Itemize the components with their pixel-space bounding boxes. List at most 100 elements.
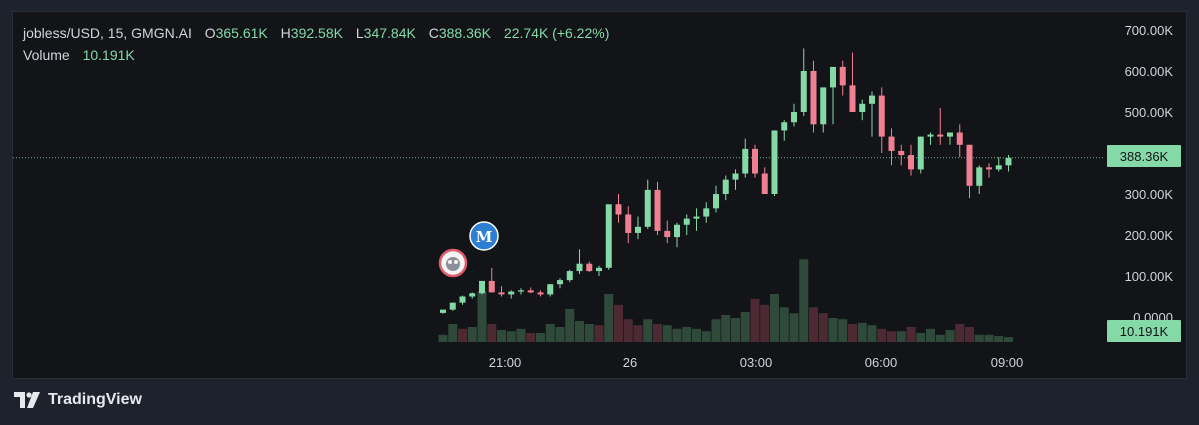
candle[interactable] [732,169,739,190]
close-value: 388.36K [438,25,492,41]
candle[interactable] [654,181,661,235]
candle[interactable] [518,288,524,295]
candle-body [644,189,651,227]
candle[interactable] [605,204,612,270]
volume-bar [487,324,497,342]
candle[interactable] [469,292,476,299]
candle[interactable] [722,175,729,201]
candle[interactable] [596,265,602,276]
candle-body [449,302,456,310]
volume-bar [731,318,740,342]
candle[interactable] [810,60,817,133]
candle[interactable] [966,144,973,199]
candle[interactable] [937,107,944,145]
candle[interactable] [644,179,651,229]
candle-body [849,85,856,112]
m-marker[interactable]: M [469,221,499,251]
tradingview-logo[interactable]: TradingView [14,391,142,409]
token-marker[interactable] [438,248,468,278]
candle[interactable] [927,132,934,145]
candle[interactable] [908,144,914,176]
candle[interactable] [869,91,875,137]
candle[interactable] [898,144,905,166]
candle[interactable] [586,261,593,272]
volume-bar [760,304,770,342]
candle[interactable] [839,60,846,96]
candle[interactable] [635,216,641,240]
candle-body [664,230,671,238]
candle[interactable] [830,66,836,125]
candle[interactable] [625,206,632,244]
symbol-label[interactable]: jobless/USD, 15, GMGN.AI [23,25,192,41]
volume-bar [828,318,838,342]
chart-frame[interactable] [12,11,1187,379]
candle-body [440,309,446,313]
volume-bar [497,330,506,342]
price-axis[interactable]: 700.00K600.00K500.00K400.00K300.00K200.0… [1125,23,1174,325]
candle[interactable] [615,194,622,223]
time-tick-label: 09:00 [991,355,1024,370]
candle[interactable] [888,128,895,166]
candle[interactable] [781,120,788,141]
candle[interactable] [566,269,573,283]
candle[interactable] [859,99,866,121]
candle[interactable] [479,280,485,295]
candle-body [469,293,476,297]
volume-bar [536,333,545,342]
candle[interactable] [771,130,778,197]
candle[interactable] [947,132,953,145]
candle[interactable] [800,48,807,117]
candle[interactable] [498,286,505,297]
token-avatar-icon [446,257,460,271]
volume-bar [458,328,467,342]
candle[interactable] [440,309,446,314]
volume-bar [721,315,731,342]
candle[interactable] [791,103,797,127]
volume-bar [857,322,867,342]
change-value: 22.74K (+6.22%) [503,25,610,41]
candle[interactable] [664,220,671,244]
candle-body [732,173,739,180]
candle[interactable] [713,185,719,213]
candle[interactable] [703,202,710,223]
candle[interactable] [527,287,534,294]
candle[interactable] [986,163,992,178]
candle[interactable] [917,136,924,174]
candle-body [839,66,846,86]
candle[interactable] [488,267,495,293]
tradingview-icon [14,392,40,408]
volume-bar [965,327,974,342]
candle-body [605,204,612,268]
candle[interactable] [849,52,856,112]
candle-body [498,292,505,295]
candle[interactable] [995,157,1002,172]
candle[interactable] [674,222,680,248]
candle[interactable] [820,87,827,133]
candle[interactable] [956,124,963,158]
candle[interactable] [449,302,456,311]
candle[interactable] [459,295,466,305]
volume-bar [838,319,848,342]
candle[interactable] [508,290,515,299]
candle-body [674,224,680,238]
candle[interactable] [761,167,768,194]
candle[interactable] [1005,155,1012,172]
time-axis[interactable]: 21:00 26 03:00 06:00 09:00 [489,355,1024,370]
candle[interactable] [547,284,554,297]
volume-bar [867,325,877,342]
candle[interactable] [683,214,690,236]
volume-bar [799,259,809,342]
candle[interactable] [576,249,583,274]
candle[interactable] [557,278,563,289]
volume-bar [545,324,555,342]
candle-body [654,189,661,231]
candle[interactable] [693,208,700,231]
candle[interactable] [976,165,983,194]
candle[interactable] [878,87,885,153]
candle[interactable] [752,144,758,178]
candle-body [995,165,1002,170]
candle-body [937,134,944,137]
volume-bar [584,324,594,342]
candle[interactable] [537,290,544,297]
